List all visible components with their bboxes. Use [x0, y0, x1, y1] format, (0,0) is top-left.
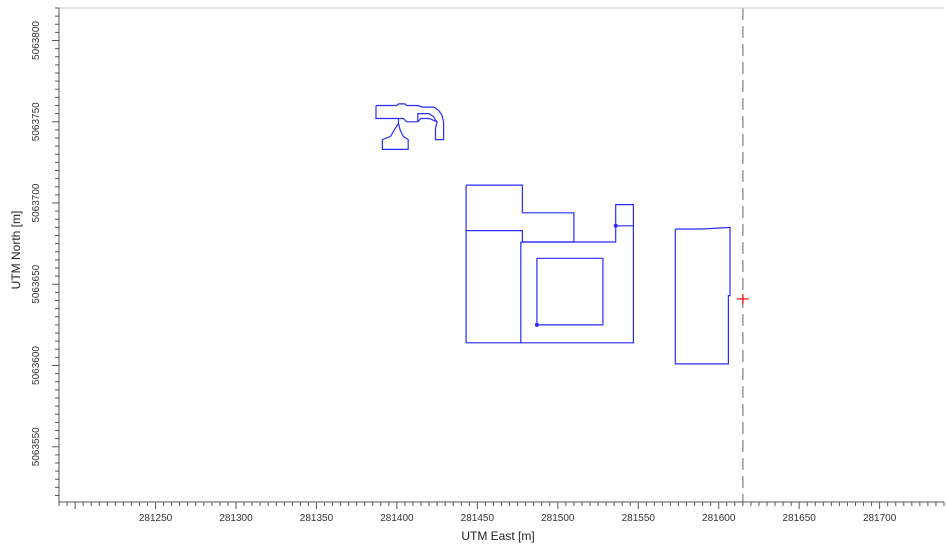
axes: 281250 281300 281350 281400 281450 281500 2815… [31, 7, 945, 524]
x-tick-label: 281350 [300, 513, 334, 524]
y-tick-label: 5063800 [31, 21, 42, 60]
building-outline-main-complex-tower [615, 204, 635, 226]
x-tick-label: 281600 [702, 513, 736, 524]
x-tick-label: 281550 [622, 513, 656, 524]
building-outline-main-complex-west-lower [465, 230, 522, 344]
y-tick-label: 5063650 [31, 264, 42, 303]
x-tick-label: 281400 [380, 513, 414, 524]
building-outline-east-building [674, 226, 731, 365]
y-tick-label: 5063700 [31, 183, 42, 222]
building-outlines [375, 103, 731, 365]
markers-layer [534, 223, 749, 327]
building-outline-courtyard [536, 257, 604, 326]
x-tick-label: 281500 [541, 513, 575, 524]
x-axis-title: UTM East [m] [461, 529, 534, 543]
x-tick-label: 281700 [863, 513, 897, 524]
building-outline-north-building-wing [417, 112, 438, 123]
building-outline-main-complex-west [465, 184, 575, 243]
building-outline-main-complex-east [520, 225, 635, 344]
vertex-point [613, 223, 618, 228]
vertex-point [534, 322, 539, 327]
x-tick-label: 281450 [461, 513, 495, 524]
x-tick-label: 281250 [139, 513, 173, 524]
x-tick-label: 281300 [219, 513, 253, 524]
y-axis-title: UTM North [m] [9, 211, 23, 290]
x-tick-label: 281650 [782, 513, 816, 524]
building-outline-north-building [375, 103, 445, 150]
y-tick-label: 5063600 [31, 346, 42, 385]
y-tick-label: 5063750 [31, 102, 42, 141]
y-tick-label: 5063550 [31, 427, 42, 466]
